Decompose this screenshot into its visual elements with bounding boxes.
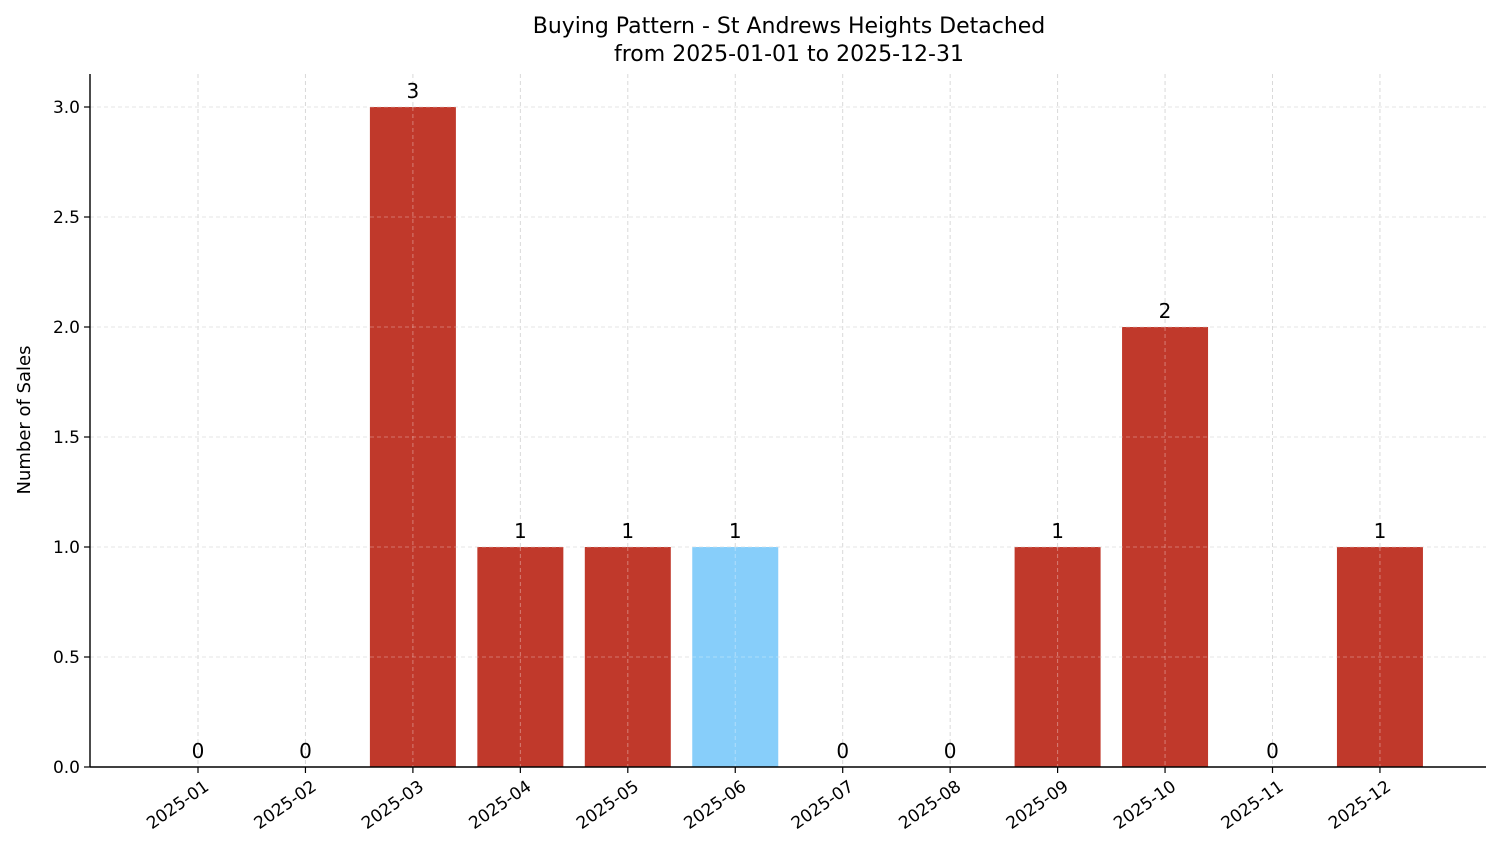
data-label-2025-10: 2 [1159,299,1172,323]
x-tick-label: 2025-07 [788,777,858,834]
y-tick-label: 2.0 [53,318,80,338]
grid [90,74,1486,768]
data-label-2025-04: 1 [514,519,527,543]
y-tick-label: 0.0 [53,758,80,778]
x-tick-label: 2025-10 [1110,777,1180,834]
chart-subtitle: from 2025-01-01 to 2025-12-31 [614,42,964,67]
x-tick-label: 2025-11 [1218,777,1288,834]
x-tick-label: 2025-09 [1003,777,1073,834]
y-axis-label: Number of Sales [14,345,35,494]
data-label-2025-05: 1 [621,519,634,543]
data-label-2025-12: 1 [1374,519,1387,543]
data-label-2025-03: 3 [407,79,420,103]
bar-2025-09 [1014,547,1101,767]
y-tick-label: 3.0 [53,98,80,118]
bar-2025-04 [477,547,564,767]
bar-2025-06 [692,547,779,767]
data-label-2025-01: 0 [192,739,205,763]
data-label-2025-08: 0 [944,739,957,763]
x-tick-label: 2025-01 [143,777,213,834]
data-label-2025-07: 0 [836,739,849,763]
x-tick-label: 2025-02 [251,777,321,834]
bars [369,107,1423,767]
data-label-2025-02: 0 [299,739,312,763]
data-labels: 0 0 3 1 1 1 0 0 1 2 0 1 [192,79,1387,763]
data-label-2025-06: 1 [729,519,742,543]
x-tick-label: 2025-06 [680,777,750,834]
x-tick-label: 2025-08 [895,777,965,834]
bar-2025-10 [1122,327,1209,767]
data-label-2025-09: 1 [1051,519,1064,543]
bar-2025-03 [369,107,456,767]
x-tick-label: 2025-03 [358,777,428,834]
chart-title: Buying Pattern - St Andrews Heights Deta… [533,14,1046,39]
y-tick-label: 2.5 [53,208,80,228]
x-tick-label: 2025-12 [1325,777,1395,834]
grid-overlay [90,106,1486,768]
x-tick-label: 2025-05 [573,777,643,834]
bar-2025-05 [584,547,671,767]
bar-2025-12 [1336,547,1423,767]
y-tick-label: 1.0 [53,538,80,558]
y-tick-label: 1.5 [53,428,80,448]
data-label-2025-11: 0 [1266,739,1279,763]
y-tick-label: 0.5 [53,648,80,668]
x-tick-label: 2025-04 [466,777,536,834]
